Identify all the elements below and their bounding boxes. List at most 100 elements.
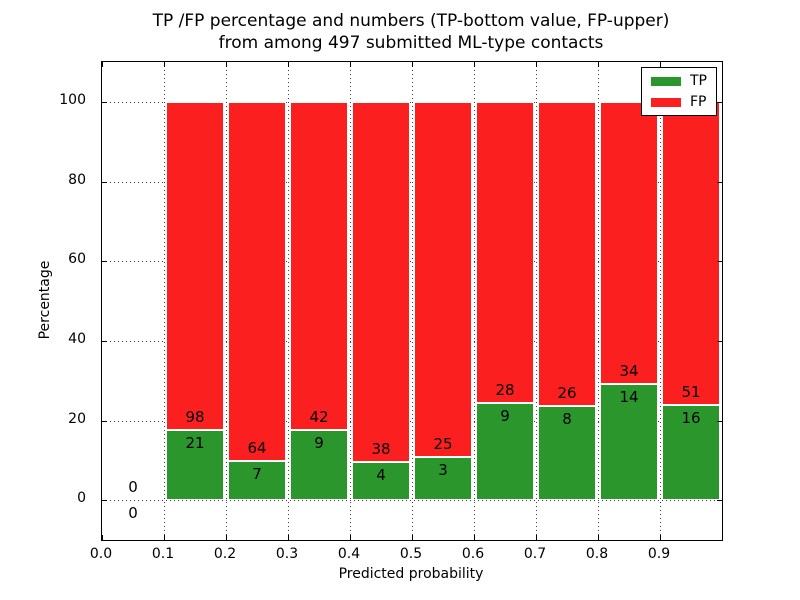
tp-bar-segment [166, 429, 224, 501]
x-tick-mark [350, 535, 351, 540]
x-gridline [226, 62, 227, 540]
x-tick-mark [226, 535, 227, 540]
x-tick-mark [536, 62, 537, 67]
tp-count-label: 8 [562, 410, 572, 429]
tp-bar-segment [662, 405, 720, 501]
tp-count-label: 16 [681, 409, 701, 428]
x-tick-mark [598, 62, 599, 67]
fp-bar-segment [414, 101, 472, 458]
tp-count-label: 9 [314, 433, 324, 452]
tp-count-label: 14 [619, 387, 639, 406]
y-tick-label: 20 [68, 410, 86, 427]
tp-bar-segment [600, 383, 658, 501]
x-tick-label: 0.1 [151, 546, 175, 562]
x-tick-mark [102, 535, 103, 540]
tp-bar-segment [538, 406, 596, 501]
y-tick-mark [102, 181, 107, 183]
fp-bar-segment [290, 101, 348, 430]
x-gridline [288, 62, 289, 540]
x-tick-label: 0.8 [585, 546, 609, 562]
x-tick-mark [412, 535, 413, 540]
fp-count-label: 28 [495, 381, 515, 400]
y-tick-mark [102, 261, 107, 263]
tp-bar-segment [414, 457, 472, 501]
x-tick-mark [660, 62, 661, 67]
x-axis-label: Predicted probability [338, 566, 484, 582]
fp-bar-segment [228, 101, 286, 461]
tp-bar-segment [290, 429, 348, 501]
x-tick-label: 0.3 [275, 546, 299, 562]
x-tick-label: 0.9 [647, 546, 671, 562]
x-gridline [474, 62, 475, 540]
y-tick-label: 0 [77, 490, 86, 507]
legend-label-tp: TP [690, 73, 707, 89]
y-tick-mark [717, 500, 722, 502]
fp-bar-segment [166, 101, 224, 430]
plot-area: 0 0 98 21 64 7 42 9 38 4 25 3 28 9 26 8 34 14 51 16 TP FP [101, 61, 723, 541]
fp-count-label: 25 [433, 435, 453, 454]
legend-entry-tp: TP [651, 73, 707, 89]
y-tick-label: 60 [68, 251, 86, 268]
x-tick-mark [164, 535, 165, 540]
fp-bar-segment [476, 101, 534, 404]
x-tick-mark [412, 62, 413, 67]
y-tick-mark [102, 420, 107, 422]
x-tick-mark [660, 535, 661, 540]
y-tick-mark [102, 101, 107, 103]
x-tick-label: 0.4 [337, 546, 361, 562]
x-tick-mark [536, 535, 537, 540]
y-tick-label: 100 [59, 91, 86, 108]
y-tick-mark [717, 420, 722, 422]
x-gridline [350, 62, 351, 540]
x-gridline [536, 62, 537, 540]
legend: TP FP [641, 67, 717, 116]
tp-bar-segment [352, 462, 410, 501]
tp-bar-segment [228, 460, 286, 501]
x-tick-mark [102, 62, 103, 67]
fp-count-label: 64 [247, 438, 267, 457]
x-gridline [660, 62, 661, 540]
tp-count-label: 3 [438, 461, 448, 480]
fp-bar-segment [538, 101, 596, 407]
fp-count-label: 38 [371, 440, 391, 459]
fp-count-label: 26 [557, 384, 577, 403]
x-gridline [164, 62, 165, 540]
x-tick-mark [288, 62, 289, 67]
chart-title: TP /FP percentage and numbers (TP-bottom… [101, 10, 721, 54]
fp-count-label: 42 [309, 407, 329, 426]
y-tick-mark [717, 261, 722, 263]
tp-count-label: 7 [252, 464, 262, 483]
x-tick-mark [288, 535, 289, 540]
x-tick-label: 0.7 [523, 546, 547, 562]
fp-count-label: 0 [128, 478, 138, 497]
x-tick-mark [164, 62, 165, 67]
tp-count-label: 4 [376, 466, 386, 485]
y-tick-mark [102, 500, 107, 502]
fp-bar-segment [600, 101, 658, 384]
x-tick-label: 0.5 [399, 546, 423, 562]
y-tick-label: 40 [68, 330, 86, 347]
tp-count-label: 0 [128, 504, 138, 523]
tp-bar-segment [476, 403, 534, 501]
x-tick-mark [474, 62, 475, 67]
fp-count-label: 98 [185, 407, 205, 426]
x-gridline [598, 62, 599, 540]
tp-count-label: 21 [185, 433, 205, 452]
legend-entry-fp: FP [651, 94, 707, 110]
x-gridline [412, 62, 413, 540]
x-tick-label: 0.0 [89, 546, 113, 562]
x-tick-mark [598, 535, 599, 540]
y-tick-mark [717, 181, 722, 183]
y-axis-label: Percentage [37, 260, 53, 340]
y-tick-mark [717, 101, 722, 103]
y-tick-mark [717, 340, 722, 342]
legend-label-fp: FP [690, 94, 707, 110]
x-tick-label: 0.2 [213, 546, 237, 562]
fp-count-label: 51 [681, 383, 701, 402]
x-tick-mark [474, 535, 475, 540]
y-tick-mark [102, 340, 107, 342]
x-tick-label: 0.6 [461, 546, 485, 562]
x-tick-mark [350, 62, 351, 67]
y-tick-label: 80 [68, 171, 86, 188]
